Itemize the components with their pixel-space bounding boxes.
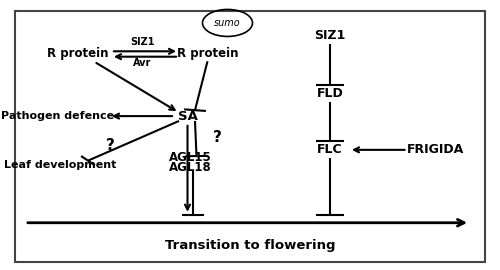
Text: Pathogen defence: Pathogen defence [1,111,114,121]
Text: Transition to flowering: Transition to flowering [165,239,335,252]
Text: ?: ? [213,130,222,145]
Text: SIZ1: SIZ1 [314,29,346,42]
Text: SIZ1: SIZ1 [130,37,155,47]
Text: FLD: FLD [316,87,344,100]
Text: sumo: sumo [214,18,241,28]
Text: FLC: FLC [317,143,343,156]
Text: ?: ? [106,138,114,153]
Text: Avr: Avr [134,58,152,68]
Text: R protein: R protein [47,48,108,60]
Text: Leaf development: Leaf development [4,160,116,170]
Text: SA: SA [178,110,198,123]
Text: R protein: R protein [177,48,238,60]
Text: FRIGIDA: FRIGIDA [406,143,464,156]
Text: AGL18: AGL18 [168,161,212,174]
Text: AGL15: AGL15 [168,151,212,164]
